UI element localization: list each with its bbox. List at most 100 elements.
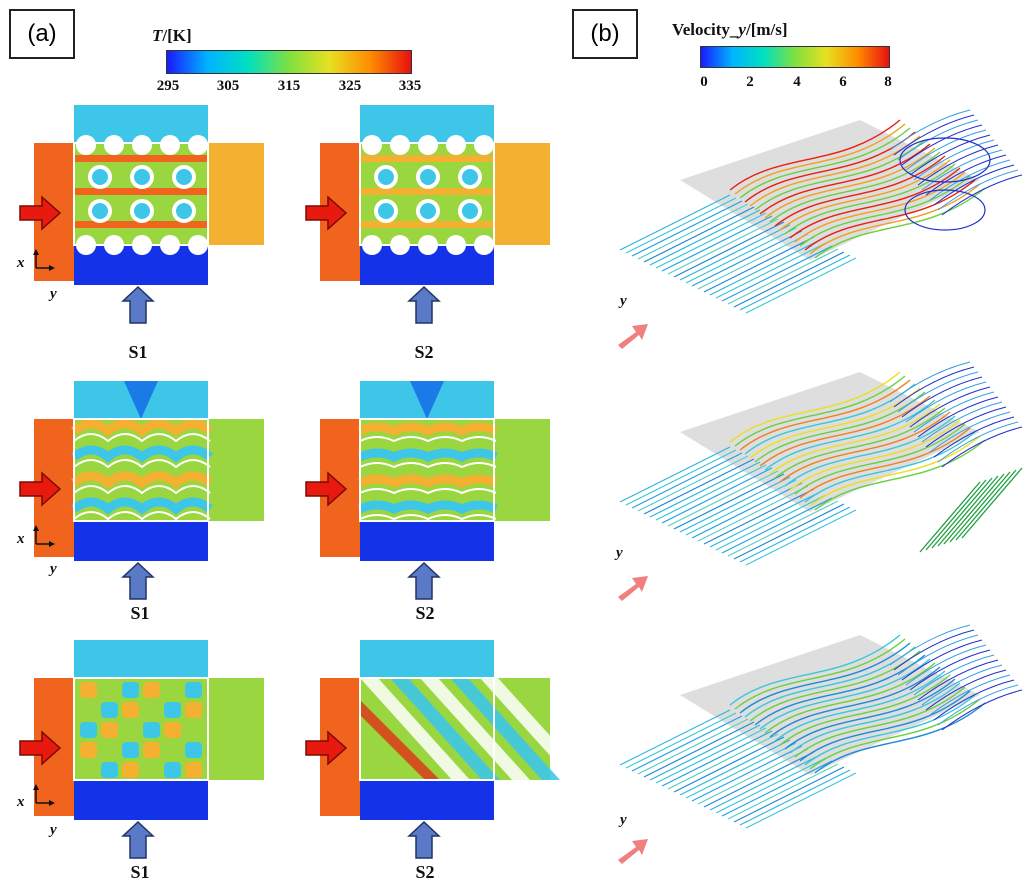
temperature-unit: /[K] [162,26,192,45]
lattice-cell [164,742,181,758]
streamline-outlet [893,114,975,156]
streamline-inlet [655,212,767,269]
panel-b-tag: (b) [572,9,638,59]
streamline-outlet [909,134,991,176]
lattice-cell [101,742,118,758]
hot-outlet-plenum [494,143,550,245]
axis-x-arrowhead [33,784,39,790]
contour-diagram-3 [320,381,550,561]
streamline-core [804,431,976,503]
streamline-core [739,127,911,199]
streamline-view-1 [618,361,1023,601]
streamline-core [734,375,906,447]
streamline-core [809,183,981,255]
axis-x-label: x [17,531,25,547]
core-wall [73,418,209,522]
streamline-inlet [685,227,797,284]
streamline-core [794,686,966,758]
half-fin-top [132,135,152,155]
cold-outlet-plenum [74,780,208,820]
streamline-inlet [721,245,833,302]
streamline-outlet [917,144,999,186]
streamline-inlet [709,491,821,548]
diagonal-fin [360,678,470,780]
wavy-fin-wall [73,485,211,495]
case-label-row3-right: S2 [415,862,435,882]
pin-fin-core [92,169,108,185]
streamline-core [759,658,931,730]
streamline-inlet [715,757,827,814]
streamline-core [779,674,951,746]
streamline-inlet [727,500,839,557]
velocity-tick: 8 [884,74,892,90]
streamline-jet [925,479,987,551]
streamline-inlet [667,470,779,527]
streamline-core [754,654,926,726]
lattice-cell [80,682,97,698]
streamline-core [754,139,926,211]
streamline-inlet [727,763,839,820]
half-fin-top [446,135,466,155]
streamline-outlet [897,371,979,413]
pin-fin-core [378,169,394,185]
axis-y-label: y [50,822,57,838]
streamline-inlet [697,233,809,290]
streamline-inlet [733,503,845,560]
velocity-prefix: Velocity_ [672,20,739,39]
temperature-colorbar [166,50,412,74]
streamline-inlet [709,754,821,811]
temperature-tick: 295 [156,78,180,94]
velocity-tick: 4 [793,74,801,90]
streamline-outlet [929,411,1011,453]
streamline-core [739,642,911,714]
streamline-core [749,650,921,722]
streamline-core [814,439,986,511]
lattice-cell [101,762,118,778]
streamline-outlet [913,139,995,181]
wavy-stream [358,474,498,488]
pin-fin-core [92,203,108,219]
hot-inflow-arrow [305,195,348,231]
streamline-outlet [933,164,1015,206]
wavy-stream [358,448,498,462]
core-wall [73,142,209,246]
stream-y-label: y [620,812,627,828]
velocity-tick: 2 [746,74,754,90]
half-fin-top [76,135,96,155]
core-wall [359,418,495,522]
streamline-outlet [941,689,1023,731]
streamline-inlet [673,473,785,530]
axis-x-label: x [17,255,25,271]
streamline-inlet [619,194,731,251]
lattice-cell [80,722,97,738]
lattice-cell [101,682,118,698]
streamline-inlet [637,203,749,260]
cold-outlet-plenum [360,780,494,820]
temperature-tick: 335 [398,78,422,94]
wavy-fin-wall [359,488,497,495]
streamline-view-0 [618,109,1023,349]
lattice-cell [122,702,139,718]
lattice-cell [143,722,160,738]
streamline-inlet [619,709,731,766]
streamline-core [749,135,921,207]
case-label-row3-left: S1 [130,862,150,882]
temperature-contour-panel [19,105,560,859]
streamline-core [789,682,961,754]
streamline-inlet [685,742,797,799]
streamline-outlet [905,129,987,171]
streamline-jet [931,477,993,549]
streamline-outlet [925,669,1007,711]
streamline-core [784,678,956,750]
streamline-inlet [637,718,749,775]
streamline-outlet [917,396,999,438]
streamline-inlet [727,248,839,305]
lattice-cell [185,762,202,778]
streamline-core [789,167,961,239]
streamline-inlet [739,506,851,563]
streamline-core [804,179,976,251]
wavy-fin-wall [359,514,497,521]
velocity-unit: /[m/s] [745,20,788,39]
streamline-core [769,151,941,223]
streamline-outlet [921,149,1003,191]
